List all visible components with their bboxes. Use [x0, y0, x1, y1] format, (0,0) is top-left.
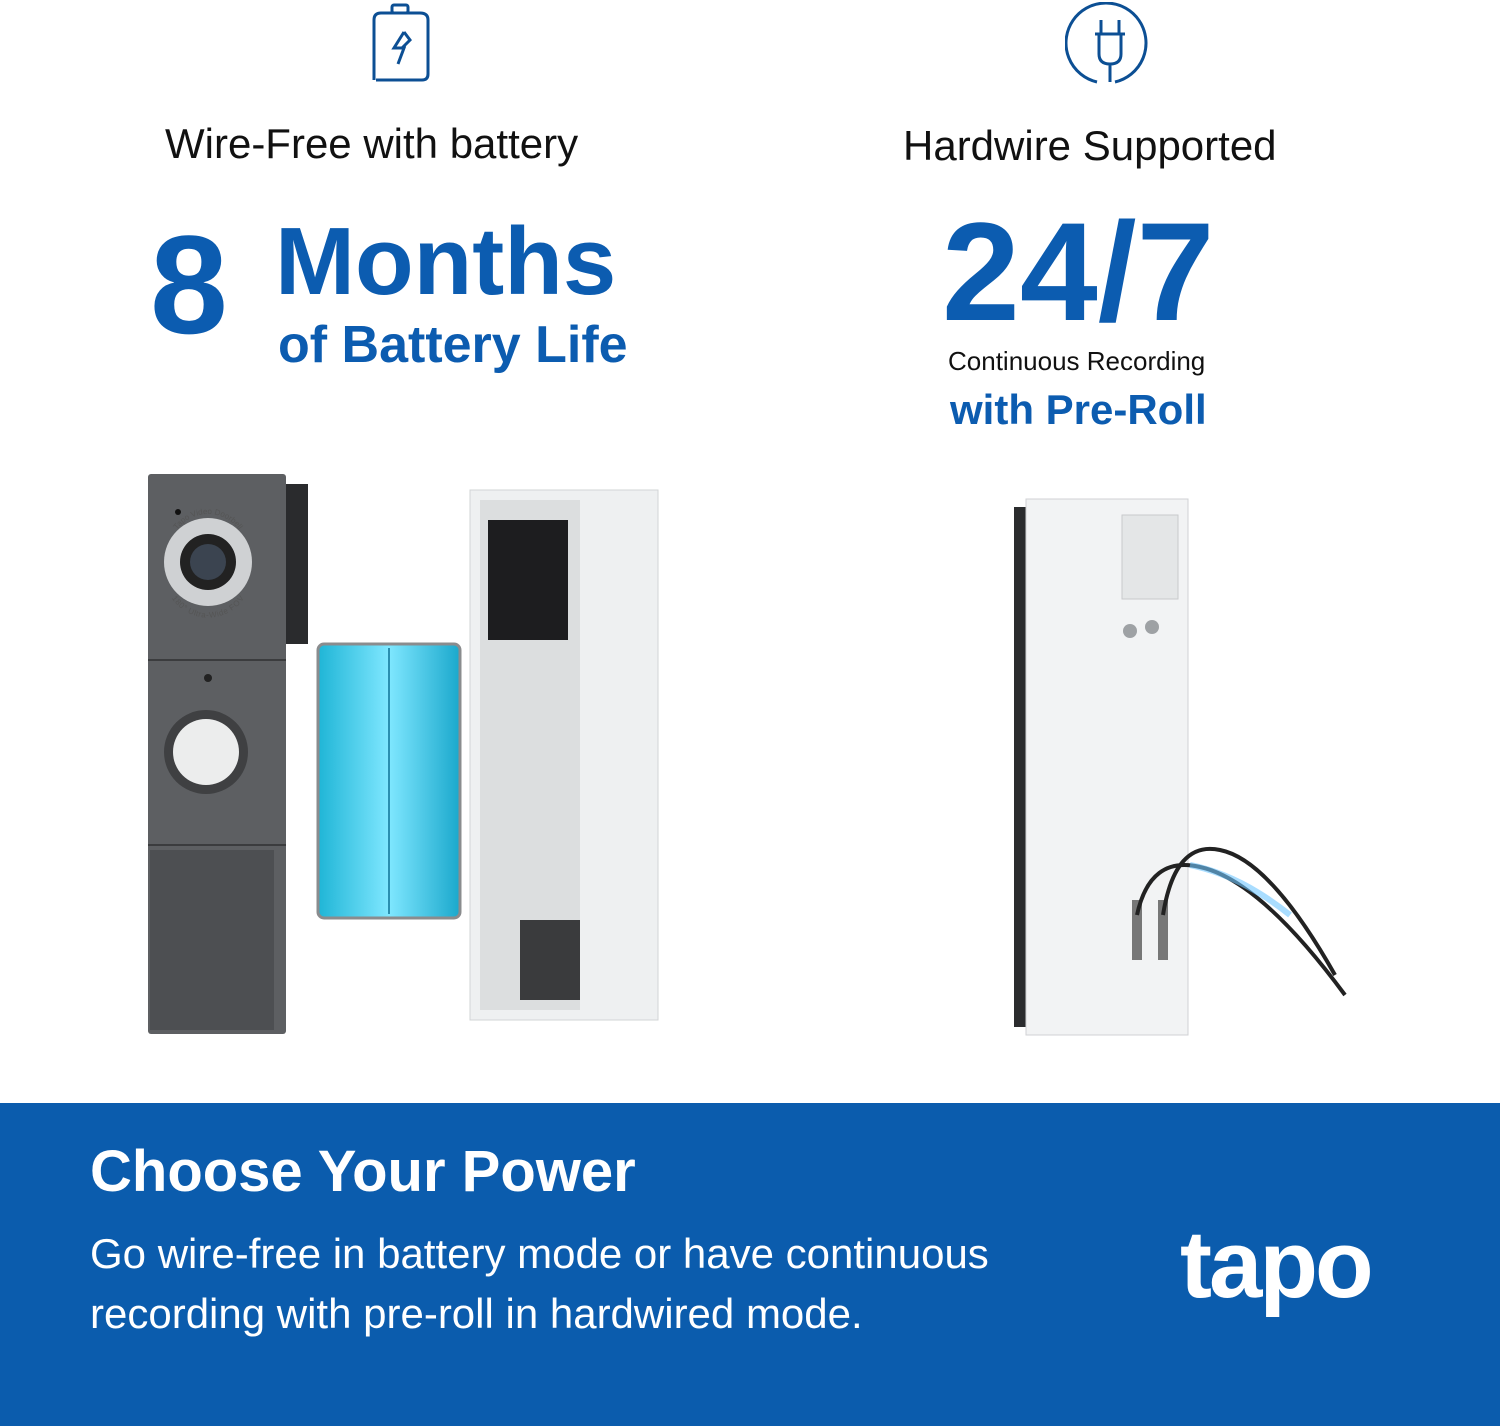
battery-life-caption: of Battery Life	[278, 316, 628, 374]
wire-free-subtitle: Wire-Free with battery	[165, 120, 579, 167]
hardwire-subtitle: Hardwire Supported	[903, 122, 1277, 169]
battery-months-number: 8	[150, 206, 228, 363]
hardwired-doorbell-illustration	[1014, 498, 1347, 1036]
banner-description: Go wire-free in battery mode or have con…	[90, 1230, 989, 1337]
tapo-logo: tapo	[1180, 1211, 1374, 1318]
doorbell-battery-illustration: Tapo Video Doorbell 180° Ultra-Wide FOV	[148, 474, 659, 1034]
banner-title: Choose Your Power	[90, 1139, 636, 1204]
choose-power-banner	[0, 1103, 1500, 1426]
battery-bolt-icon	[372, 3, 430, 82]
power-plug-icon	[1065, 2, 1148, 84]
battery-months-unit: Months	[275, 208, 617, 315]
continuous-headline: 24/7	[942, 193, 1215, 350]
continuous-recording-caption: Continuous Recording	[948, 346, 1206, 376]
pre-roll-caption: with Pre-Roll	[950, 386, 1207, 433]
